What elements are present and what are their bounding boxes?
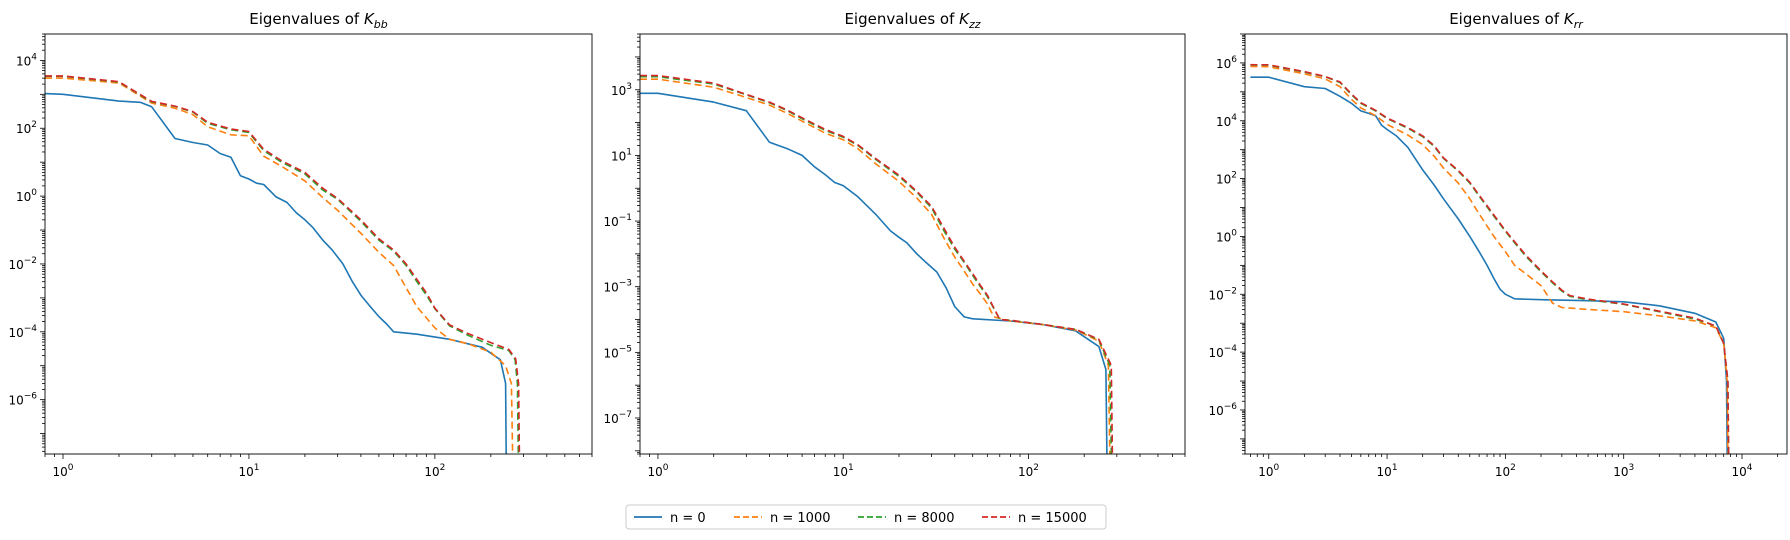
panel-3: Eigenvalues of Krr 100 101 102 103 104 10−6 10−… (1208, 10, 1788, 479)
y-tick-label: 10−4 (8, 324, 37, 340)
x-tick-label: 102 (1495, 463, 1516, 479)
y-tick-label: 104 (1216, 113, 1237, 129)
x-tick-label: 102 (424, 463, 445, 479)
series-line-1 (1250, 76, 1728, 454)
y-tick-label: 103 (611, 82, 632, 98)
series-line-2 (1250, 65, 1729, 454)
axes-frame (639, 33, 1186, 455)
x-tick-label: 100 (1258, 463, 1279, 479)
x-tick-label: 101 (833, 463, 854, 479)
series-line-2 (640, 78, 1111, 454)
x-tick-label: 104 (1732, 463, 1753, 479)
y-tick-label: 101 (611, 147, 632, 163)
series-line-3 (45, 75, 520, 454)
x-tick-label: 101 (1377, 463, 1398, 479)
legend-label: n = 15000 (1018, 511, 1087, 526)
y-tick-label: 102 (16, 120, 37, 136)
y-tick-label: 10−7 (603, 410, 632, 426)
y-tick-label: 104 (16, 52, 37, 68)
x-tick-label: 102 (1018, 463, 1039, 479)
panel-1: Eigenvalues of Kbb 100 101 102 10−6 10−4 10−2 1… (8, 10, 593, 479)
series-line-4 (45, 75, 521, 454)
y-tick-label: 106 (1216, 55, 1237, 71)
chart-title: Eigenvalues of Krr (1449, 10, 1584, 31)
series-line-4 (1250, 63, 1730, 454)
axes-frame (44, 33, 593, 455)
series-line-1 (45, 92, 507, 454)
legend-box (625, 504, 1107, 530)
y-tick-label: 10−2 (1208, 286, 1237, 302)
legend-label: n = 1000 (770, 511, 830, 526)
y-tick-label: 10−6 (1208, 402, 1237, 418)
x-tick-label: 101 (238, 463, 259, 479)
y-tick-label: 10−1 (603, 213, 632, 229)
y-tick-label: 10−5 (603, 344, 632, 360)
y-tick-label: 10−2 (8, 256, 37, 272)
y-tick-label: 10−4 (1208, 344, 1237, 360)
x-tick-label: 100 (647, 463, 668, 479)
series-line-2 (45, 77, 514, 454)
series-line-1 (640, 92, 1108, 454)
panel-2: Eigenvalues of Kzz 100 101 102 10−7 10−5 10−3 1… (603, 10, 1186, 479)
legend-label: n = 0 (670, 511, 706, 526)
series-line-3 (1250, 64, 1730, 454)
series-line-3 (640, 75, 1113, 454)
y-tick-label: 100 (1216, 228, 1237, 244)
axes-frame (1244, 33, 1788, 455)
y-tick-label: 10−6 (8, 392, 37, 408)
chart-title: Eigenvalues of Kzz (844, 10, 980, 31)
x-tick-label: 103 (1613, 463, 1634, 479)
legend-label: n = 8000 (894, 511, 954, 526)
legend: n = 0 n = 1000 n = 8000 n = 15000 (625, 504, 1107, 530)
y-tick-label: 10−3 (603, 279, 632, 295)
chart-title: Eigenvalues of Kbb (249, 10, 388, 31)
series-line-4 (640, 74, 1114, 454)
y-tick-label: 102 (1216, 171, 1237, 187)
x-tick-label: 100 (53, 463, 74, 479)
y-tick-label: 100 (16, 188, 37, 204)
